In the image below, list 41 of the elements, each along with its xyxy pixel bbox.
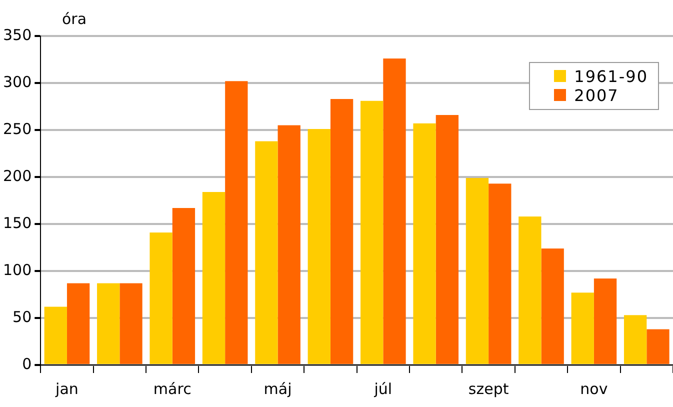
x-tick-label: szept (468, 380, 509, 398)
y-tick-label: 200 (2, 166, 32, 185)
y-tick-label: 0 (22, 354, 32, 373)
bar (308, 129, 330, 364)
y-axis-title: óra (62, 10, 87, 28)
y-tick-label: 50 (12, 308, 32, 326)
x-tick-label: márc (153, 380, 192, 398)
bar (225, 81, 248, 364)
bar (66, 283, 90, 364)
bar (594, 278, 617, 364)
y-tick-label: 100 (2, 260, 32, 279)
bar (624, 315, 647, 364)
bar (518, 216, 542, 364)
y-tick-label: 250 (2, 120, 32, 138)
bar (541, 248, 564, 364)
x-tick-label: jan (54, 380, 78, 398)
bar (278, 125, 300, 364)
bar (120, 283, 142, 364)
bar (202, 192, 226, 364)
bar (571, 292, 594, 364)
bar (413, 123, 436, 364)
y-tick-label: 150 (2, 214, 32, 232)
bar (360, 100, 384, 364)
bar (488, 184, 512, 364)
y-tick-label: 300 (2, 72, 32, 91)
y-tick-label: 350 (2, 26, 32, 44)
bar (383, 58, 406, 364)
x-tick-label: júl (373, 380, 392, 398)
bar (172, 208, 196, 364)
bar (436, 114, 459, 364)
bar (466, 178, 489, 364)
bar (255, 141, 278, 364)
x-tick-label: máj (264, 380, 292, 398)
bar (44, 306, 67, 364)
legend-label: 2007 (574, 86, 619, 105)
x-tick-label: nov (580, 380, 608, 398)
bar (150, 232, 172, 364)
bar (97, 283, 120, 364)
bar (646, 329, 670, 364)
legend-label: 1961-90 (574, 67, 648, 86)
bar (330, 98, 354, 364)
